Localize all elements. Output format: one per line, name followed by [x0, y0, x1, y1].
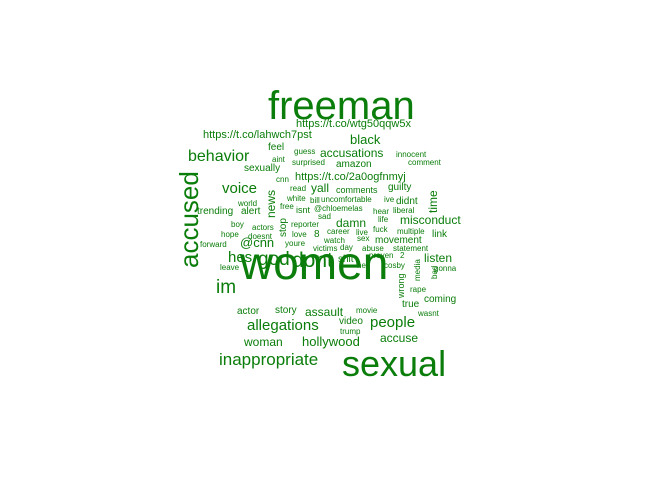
cloud-word: leave: [220, 263, 240, 272]
cloud-word: damn: [336, 216, 367, 230]
cloud-word: woman: [244, 335, 283, 349]
cloud-word: rape: [410, 285, 427, 294]
cloud-word: accuse: [380, 331, 419, 345]
cloud-word: actors: [252, 223, 274, 232]
cloud-word: link: [432, 229, 448, 240]
cloud-word: aint: [272, 155, 285, 164]
cloud-word: liberal: [393, 206, 415, 215]
cloud-word: 8: [314, 229, 320, 240]
cloud-word: surprised: [292, 158, 325, 167]
cloud-word: hes: [228, 249, 253, 266]
cloud-word: wasnt: [418, 309, 439, 318]
cloud-word: alert: [241, 206, 261, 217]
cloud-word: live: [356, 228, 369, 237]
cloud-word: trending: [197, 206, 234, 217]
cloud-word: white: [287, 194, 306, 203]
cloud-word: guilty: [388, 182, 412, 193]
cloud-word: abuse: [362, 244, 384, 253]
cloud-word: life: [378, 215, 389, 224]
cloud-word: uncomfortable: [321, 195, 372, 204]
cloud-word: trump: [340, 327, 361, 336]
cloud-word: https://t.co/wtg50qqw5x: [296, 118, 411, 130]
cloud-word: sex: [357, 234, 370, 243]
cloud-word: proven: [369, 251, 394, 260]
cloud-word: reporter: [291, 220, 320, 229]
cloud-word: actor: [237, 306, 260, 317]
cloud-word: sexual: [342, 343, 447, 384]
cloud-word: media: [413, 259, 422, 281]
cloud-word: wrong: [396, 273, 406, 298]
cloud-word: bill: [310, 196, 320, 205]
cloud-word: hey: [357, 261, 370, 270]
cloud-word: comments: [336, 185, 378, 195]
cloud-word: accused: [174, 171, 204, 268]
cloud-word: feel: [268, 142, 285, 153]
cloud-word: hope: [221, 230, 239, 239]
cloud-word: coming: [424, 294, 457, 305]
cloud-word: gonna: [434, 264, 457, 273]
cloud-word: fuck: [373, 225, 388, 234]
cloud-word: stop: [278, 218, 289, 237]
cloud-word: didnt: [396, 196, 418, 207]
cloud-word: amazon: [336, 159, 372, 170]
cloud-word: sexually: [244, 163, 281, 174]
cloud-word: https://t.co/2a0ogfnmyj: [295, 171, 406, 183]
cloud-word: cnn: [276, 175, 289, 184]
cloud-word: @chloemelas: [314, 204, 363, 213]
cloud-word: story: [275, 305, 297, 316]
cloud-word: movie: [356, 306, 378, 315]
cloud-word: freeman: [268, 84, 415, 128]
cloud-word: true: [402, 299, 420, 310]
cloud-word: https://t.co/lahwch7pst: [203, 129, 312, 141]
cloud-word: day: [340, 243, 353, 252]
cloud-word: behavior: [188, 148, 250, 165]
cloud-word: hollywood: [302, 334, 360, 349]
cloud-word: read: [290, 184, 307, 193]
cloud-word: news: [264, 189, 278, 218]
cloud-word: career: [327, 227, 350, 236]
cloud-word: 2: [400, 251, 405, 260]
cloud-word: sad: [318, 212, 331, 221]
cloud-word: misconduct: [400, 213, 461, 227]
cloud-word: comment: [408, 158, 441, 167]
cloud-word: guess: [294, 147, 316, 156]
cloud-word: @cnn: [240, 235, 275, 250]
cloud-word: love: [292, 230, 307, 239]
cloud-word: time: [426, 190, 440, 213]
cloud-word: hear: [373, 207, 390, 216]
cloud-word: people: [370, 314, 416, 331]
cloud-word: allegations: [247, 317, 319, 334]
cloud-word: dont: [292, 249, 333, 272]
cloud-word: shit: [338, 254, 354, 265]
cloud-word: cosby: [384, 261, 405, 270]
cloud-word: voice: [222, 180, 258, 197]
cloud-word: assault: [305, 305, 344, 319]
cloud-word: statement: [393, 244, 429, 253]
cloud-word: forward: [200, 240, 227, 249]
cloud-word: watch: [324, 236, 345, 245]
cloud-word: black: [350, 132, 381, 147]
cloud-word: boy: [231, 220, 244, 229]
cloud-word: youre: [285, 239, 306, 248]
cloud-word: yall: [311, 181, 330, 195]
cloud-word: free: [280, 202, 294, 211]
cloud-word: multiple: [397, 227, 425, 236]
cloud-word: listen: [424, 251, 453, 265]
cloud-word: world: [238, 199, 258, 208]
cloud-word: women: [240, 237, 389, 289]
cloud-word: im: [216, 277, 237, 298]
cloud-word: accusations: [320, 146, 384, 160]
cloud-word: god: [258, 249, 290, 270]
cloud-word: innocent: [396, 150, 427, 159]
cloud-word: movement: [375, 235, 422, 246]
cloud-word: inappropriate: [219, 350, 319, 369]
cloud-word: victims: [313, 244, 338, 253]
cloud-word: ive: [384, 195, 395, 204]
cloud-word: isnt: [296, 205, 311, 215]
cloud-word: video: [339, 316, 363, 327]
cloud-word: doesnt: [248, 232, 273, 241]
